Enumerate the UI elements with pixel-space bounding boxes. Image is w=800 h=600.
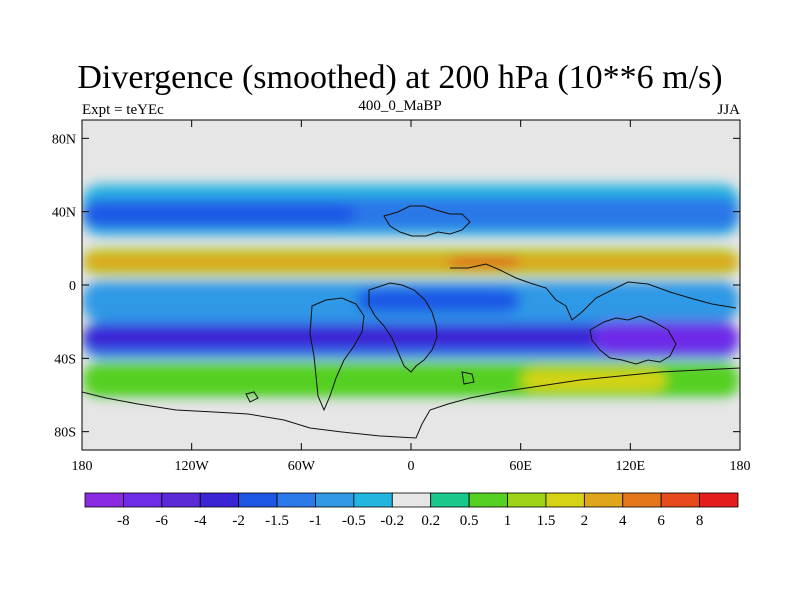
lon-tick-label-2: 60W [288,459,316,474]
colorbar-swatch-11 [507,492,547,508]
colorbar-label-8: 0.2 [421,513,440,529]
lon-tick-label-4: 60E [509,459,532,474]
colorbar-label-9: 0.5 [460,513,479,529]
lon-tick-label-3: 0 [408,459,415,474]
colorbar-label-15: 8 [696,513,704,529]
colorbar-swatch-13 [583,492,624,508]
lat-tick-label-0: 80N [52,132,76,147]
lon-tick-label-0: 180 [72,459,93,474]
colorbar: -8 -6 -4 -2 -1.5 -1 -0.5 -0.2 0.2 0.5 1 1.5 2 4 6 8 [84,492,739,529]
lat-tick-label-3: 40S [54,352,76,367]
field-band-10 [593,321,740,355]
field-band-4 [82,253,740,271]
colorbar-swatch-3 [199,492,240,508]
colorbar-swatch-5 [276,492,316,508]
colorbar-label-11: 1.5 [537,513,556,529]
colorbar-swatch-10 [468,492,508,508]
lon-tick-label-6: 180 [730,459,751,474]
colorbar-swatch-12 [545,492,585,508]
colorbar-label-14: 6 [657,513,665,529]
field-band-7 [356,288,521,313]
colorbar-swatch-7 [353,492,393,508]
colorbar-swatch-16 [699,492,739,508]
colorbar-label-1: -6 [156,513,169,529]
field-band-9 [82,325,740,350]
colorbar-swatch-14 [622,492,662,508]
colorbar-swatch-15 [660,492,700,508]
colorbar-swatch-0 [84,492,124,508]
lat-tick-label-1: 40N [52,206,76,221]
colorbar-label-12: 2 [581,513,589,529]
field-band-13 [82,404,740,428]
colorbar-swatch-6 [315,492,355,508]
lon-tick-label-1: 120W [175,459,210,474]
axis-ticks: 80N 40N 0 40S 80S 180 120W 60W 0 60E 120E 180 [52,120,751,474]
colorbar-swatch-4 [238,492,278,508]
colorbar-swatch-2 [161,492,201,508]
colorbar-swatch-8 [391,492,432,508]
season-label: JJA [717,102,740,118]
colorbar-label-5: -1 [309,513,322,529]
map-title: Divergence (smoothed) at 200 hPa (10**6 … [77,59,723,96]
lon-tick-label-5: 120E [616,459,646,474]
coastlines [82,205,740,439]
colorbar-label-2: -4 [194,513,207,529]
field-band-5 [447,257,521,267]
field-band-12 [520,369,667,392]
colorbar-label-4: -1.5 [265,513,289,529]
divergence-field [82,184,740,428]
colorbar-label-0: -8 [117,513,130,529]
colorbar-swatch-9 [430,492,470,508]
lat-tick-label-4: 80S [54,426,76,441]
colorbar-swatch-1 [123,492,163,508]
experiment-label: Expt = teYEc [82,102,164,118]
colorbar-label-6: -0.5 [342,513,366,529]
colorbar-label-10: 1 [504,513,512,529]
period-label: 400_0_MaBP [358,98,442,114]
lat-tick-label-2: 0 [69,279,76,294]
field-band-2 [82,204,357,225]
colorbar-label-7: -0.2 [380,513,404,529]
colorbar-label-3: -2 [232,513,245,529]
colorbar-label-13: 4 [619,513,627,529]
